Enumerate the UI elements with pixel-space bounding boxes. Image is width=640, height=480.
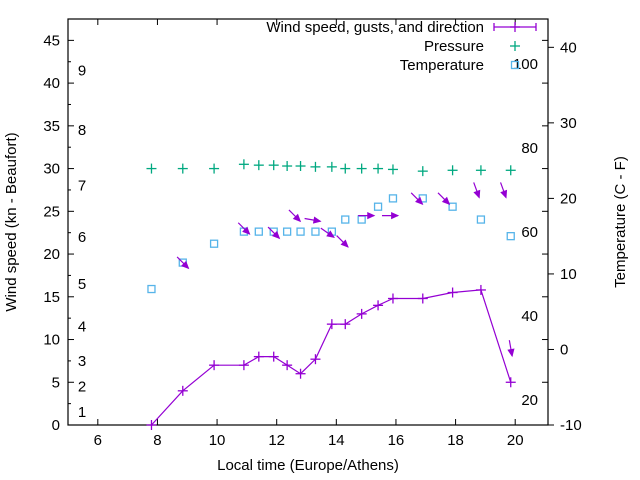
y-tick-label: 15	[43, 289, 60, 306]
marker-square	[311, 227, 320, 236]
fahrenheit-label: 100	[513, 56, 538, 73]
wind-speed-line	[151, 289, 512, 426]
y2-tick-label: 30	[560, 115, 577, 132]
legend-label-0: Wind speed, gusts, and direction	[266, 19, 484, 36]
legend-label-2: Temperature	[400, 57, 484, 74]
beaufort-label: 8	[78, 122, 86, 139]
arrow-head	[181, 260, 190, 270]
marker-square	[341, 215, 350, 224]
fahrenheit-label: 80	[521, 140, 538, 157]
marker-square	[147, 284, 156, 294]
marker-square	[209, 239, 219, 248]
beaufort-label: 5	[78, 276, 86, 293]
arrow-head	[242, 226, 251, 235]
series-wind-speed	[146, 284, 516, 430]
x-tick-label: 10	[209, 432, 226, 449]
beaufort-label: 7	[78, 178, 86, 195]
marker-square	[373, 202, 383, 211]
y-tick-label: 45	[43, 32, 60, 49]
chart-legend: Wind speed, gusts, and direction Pressure…	[266, 19, 537, 74]
y2-tick-label: -10	[560, 417, 582, 434]
plot-border	[67, 18, 549, 426]
y-tick-label: 35	[43, 118, 60, 135]
beaufort-label: 4	[78, 319, 86, 336]
wind-direction-arrows	[176, 182, 515, 358]
beaufort-label: 6	[78, 229, 86, 246]
marker-square	[254, 227, 263, 236]
arrow-head	[312, 216, 322, 224]
x-tick-label: 6	[94, 432, 102, 449]
arrow-head	[473, 189, 481, 199]
y-tick-label: 25	[43, 203, 60, 220]
x-tick-label: 20	[507, 432, 524, 449]
y2-tick-label: 40	[560, 39, 577, 56]
marker-square	[506, 232, 515, 241]
y-axis-title: Wind speed (kn - Beaufort)	[3, 132, 20, 311]
arrow-head	[271, 230, 281, 240]
y-tick-label: 40	[43, 75, 60, 92]
beaufort-label: 2	[78, 379, 86, 396]
y2-axis-title: Temperature (C - F)	[612, 156, 629, 288]
marker-square	[388, 194, 398, 203]
marker-square	[282, 227, 292, 236]
x-tick-label: 18	[447, 432, 464, 449]
y2-tick-label: 0	[560, 341, 568, 358]
arrow-head	[326, 230, 335, 238]
fahrenheit-label: 40	[521, 308, 538, 325]
arrow-head	[415, 196, 424, 206]
marker-square	[357, 215, 366, 224]
marker-square	[448, 202, 457, 211]
x-tick-label: 16	[388, 432, 405, 449]
arrow-head	[292, 213, 302, 223]
y2-tick-label: 20	[560, 190, 577, 207]
series-temperature	[147, 194, 515, 294]
arrow-head	[391, 211, 400, 220]
y-tick-label: 30	[43, 161, 60, 178]
x-tick-label: 12	[268, 432, 285, 449]
y2-tick-label: 10	[560, 266, 577, 283]
fahrenheit-label: 20	[521, 392, 538, 409]
y-tick-label: 10	[43, 332, 60, 349]
beaufort-label: 1	[78, 404, 86, 421]
arrow-head	[441, 196, 451, 206]
x-axis-title: Local time (Europe/Athens)	[217, 457, 399, 474]
arrow-head	[340, 239, 349, 248]
x-tick-label: 8	[153, 432, 161, 449]
beaufort-label: 9	[78, 62, 86, 79]
fahrenheit-label: 60	[521, 224, 538, 241]
y-tick-label: 20	[43, 246, 60, 263]
marker-square	[510, 60, 520, 70]
arrow-head	[500, 189, 508, 199]
y-tick-label: 0	[52, 417, 60, 434]
arrow-head	[367, 211, 376, 220]
y-tick-label: 5	[52, 374, 60, 391]
x-tick-label: 14	[328, 432, 345, 449]
marker-square	[476, 215, 486, 224]
series-pressure	[146, 159, 516, 177]
marker-square	[296, 227, 305, 236]
legend-label-1: Pressure	[424, 38, 484, 55]
arrow-head	[507, 348, 515, 358]
beaufort-label: 3	[78, 353, 86, 370]
